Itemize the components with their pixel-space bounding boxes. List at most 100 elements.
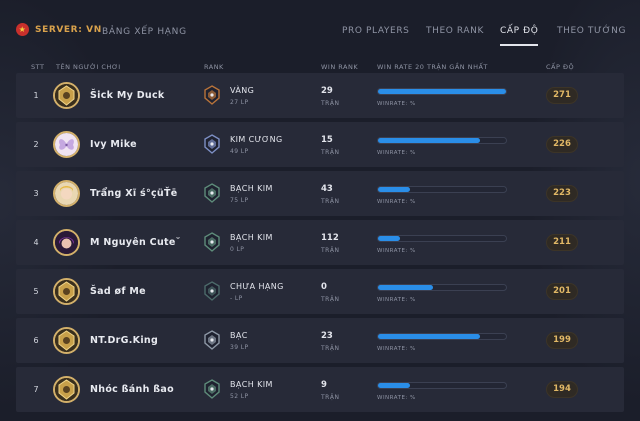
tab-bar: PRO PLAYERS THEO RANK CẤP ĐỘ THEO TƯỚNG [0, 24, 640, 48]
tab-cap-do[interactable]: CẤP ĐỘ [500, 24, 539, 46]
column-header-win-rate: WIN RATE 20 TRẬN GẦN NHẤT [377, 63, 488, 71]
player-avatar[interactable] [53, 82, 80, 109]
row-stt: 6 [33, 336, 39, 345]
rank-name: BẠCH KIM [230, 380, 273, 389]
win-rank-unit: TRẬN [321, 394, 340, 401]
player-avatar[interactable] [53, 327, 80, 354]
winrate-bar-fill [378, 89, 506, 94]
player-avatar[interactable] [53, 131, 80, 158]
column-header-win-rank: WIN RANK [321, 63, 359, 71]
table-header: STT TÊN NGƯỜI CHƠI RANK WIN RANK WIN RAT… [0, 60, 640, 76]
table-row[interactable]: 5 Šad øf Me CHƯA HẠNG - LP 0 TRẬN WINRATE: % 20… [16, 269, 624, 314]
win-rank-count: 29 [321, 86, 333, 96]
table-row[interactable]: 7 Nhóc ßánh ßao BẠCH KIM 52 LP 9 TRẬN WINRATE:… [16, 367, 624, 412]
rank-emblem-icon [202, 281, 222, 301]
winrate-bar [377, 333, 507, 340]
rank-emblem-icon [202, 232, 222, 252]
column-header-level: CẤP ĐỘ [546, 63, 575, 71]
rank-lp: 39 LP [230, 344, 249, 351]
table-row[interactable]: 1 Šick My Duck VÀNG 27 LP 29 TRẬN WINRATE: % 27… [16, 73, 624, 118]
winrate-label: WINRATE: % [377, 150, 416, 156]
rank-name: BẠCH KIM [230, 233, 273, 242]
table-row[interactable]: 3 Trẩ̃ng Xĩ ś°çüŤē BẠCH KIM 75 LP 43 TRẬN WINR… [16, 171, 624, 216]
rank-name: KIM CƯƠNG [230, 135, 283, 144]
rank-lp: 75 LP [230, 197, 249, 204]
win-rank-unit: TRẬN [321, 345, 340, 352]
winrate-bar-fill [378, 334, 481, 339]
win-rank-count: 15 [321, 135, 333, 145]
rank-name: BẠC [230, 331, 248, 340]
rank-emblem-icon [202, 379, 222, 399]
winrate-label: WINRATE: % [377, 101, 416, 107]
win-rank-count: 9 [321, 380, 327, 390]
win-rank-unit: TRẬN [321, 247, 340, 254]
table-row[interactable]: 2 Ivy Mike KIM CƯƠNG 49 LP 15 TRẬN WINRATE: % 2… [16, 122, 624, 167]
server-label: SERVER: VN [35, 24, 102, 35]
win-rank-count: 43 [321, 184, 333, 194]
table-row[interactable]: 4 M Nguyên Cute˘ BẠCH KIM 0 LP 112 TRẬN WINRAT… [16, 220, 624, 265]
win-rank-unit: TRẬN [321, 149, 340, 156]
rank-emblem-icon [202, 330, 222, 350]
win-rank-unit: TRẬN [321, 198, 340, 205]
winrate-bar [377, 137, 507, 144]
winrate-bar-fill [378, 138, 481, 143]
winrate-bar [377, 235, 507, 242]
winrate-label: WINRATE: % [377, 395, 416, 401]
rank-lp: 49 LP [230, 148, 249, 155]
winrate-bar-fill [378, 285, 434, 290]
winrate-bar-fill [378, 383, 410, 388]
winrate-bar [377, 88, 507, 95]
tab-pro-players[interactable]: PRO PLAYERS [342, 26, 410, 36]
rank-name: VÀNG [230, 86, 255, 95]
row-stt: 4 [33, 238, 39, 247]
player-avatar[interactable] [53, 229, 80, 256]
player-avatar[interactable] [53, 180, 80, 207]
win-rank-unit: TRẬN [321, 296, 340, 303]
server-selector[interactable]: ★ SERVER: VN [16, 23, 102, 36]
win-rank-count: 0 [321, 282, 327, 292]
rank-emblem-icon [202, 85, 222, 105]
rank-lp: 27 LP [230, 99, 249, 106]
row-stt: 5 [33, 287, 39, 296]
player-name[interactable]: Trẩ̃ng Xĩ ś°çüŤē [90, 188, 178, 199]
level-badge: 201 [546, 283, 578, 300]
leaderboard-rows: 1 Šick My Duck VÀNG 27 LP 29 TRẬN WINRATE: % 27… [16, 73, 624, 416]
tab-theo-tuong[interactable]: THEO TƯỚNG [557, 26, 627, 36]
level-badge: 271 [546, 87, 578, 104]
vietnam-flag-icon: ★ [16, 23, 29, 36]
win-rank-count: 112 [321, 233, 339, 243]
page-title: BẢNG XẾP HẠNG [102, 27, 187, 37]
column-header-rank: RANK [204, 63, 224, 71]
rank-name: CHƯA HẠNG [230, 282, 284, 291]
player-name[interactable]: Ivy Mike [90, 139, 137, 150]
column-header-name: TÊN NGƯỜI CHƠI [56, 63, 121, 71]
level-badge: 223 [546, 185, 578, 202]
rank-emblem-icon [202, 183, 222, 203]
rank-lp: 52 LP [230, 393, 249, 400]
player-name[interactable]: Šick My Duck [90, 90, 165, 101]
row-stt: 1 [33, 91, 39, 100]
level-badge: 199 [546, 332, 578, 349]
player-name[interactable]: NT.DrG.King [90, 335, 159, 346]
player-name[interactable]: M Nguyên Cute˘ [90, 237, 181, 248]
winrate-label: WINRATE: % [377, 199, 416, 205]
player-name[interactable]: Nhóc ßánh ßao [90, 384, 174, 395]
winrate-label: WINRATE: % [377, 297, 416, 303]
level-badge: 194 [546, 381, 578, 398]
level-badge: 211 [546, 234, 578, 251]
table-row[interactable]: 6 NT.DrG.King BẠC 39 LP 23 TRẬN WINRATE: % 199 [16, 318, 624, 363]
tab-theo-rank[interactable]: THEO RANK [426, 26, 484, 36]
winrate-bar [377, 186, 507, 193]
win-rank-unit: TRẬN [321, 100, 340, 107]
row-stt: 7 [33, 385, 39, 394]
row-stt: 2 [33, 140, 39, 149]
player-name[interactable]: Šad øf Me [90, 286, 146, 297]
rank-name: BẠCH KIM [230, 184, 273, 193]
player-avatar[interactable] [53, 376, 80, 403]
row-stt: 3 [33, 189, 39, 198]
level-badge: 226 [546, 136, 578, 153]
rank-emblem-icon [202, 134, 222, 154]
winrate-label: WINRATE: % [377, 248, 416, 254]
player-avatar[interactable] [53, 278, 80, 305]
page-header: ★ SERVER: VN BẢNG XẾP HẠNG PRO PLAYERS T… [0, 0, 640, 52]
